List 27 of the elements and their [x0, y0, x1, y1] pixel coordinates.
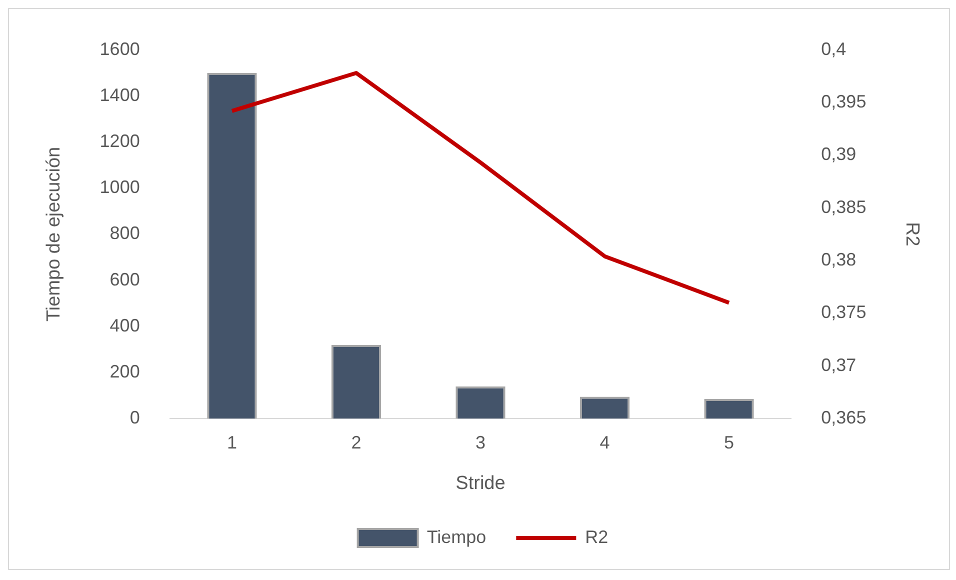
- x-tick-label: 4: [600, 432, 610, 452]
- x-tick-label: 2: [351, 432, 362, 452]
- y-tick-label: 200: [110, 361, 140, 382]
- y2-tick-label: 0,37: [821, 354, 856, 375]
- y2-tick-label: 0,375: [821, 302, 866, 322]
- y2-axis-title: R2: [901, 222, 922, 246]
- x-tick-label: 1: [226, 432, 237, 452]
- y-tick-label: 1400: [100, 84, 140, 105]
- y-axis-title: Tiempo de ejecución: [44, 146, 65, 322]
- y2-tick-label: 0,385: [821, 196, 866, 217]
- y2-tick-label: 0,365: [821, 408, 866, 428]
- y-tick-label: 0: [130, 408, 140, 428]
- legend-label: Tiempo: [426, 526, 486, 547]
- y-tick-label: 600: [110, 269, 140, 290]
- x-axis-title: Stride: [456, 472, 506, 494]
- y2-tick-label: 0,4: [821, 38, 846, 59]
- y-tick-label: 1600: [100, 38, 140, 59]
- x-tick-label: 5: [724, 432, 734, 452]
- y2-tick-label: 0,395: [821, 91, 866, 112]
- y-tick-label: 800: [110, 223, 140, 244]
- y2-tick-label: 0,39: [821, 144, 856, 164]
- y-tick-label: 1200: [100, 130, 140, 151]
- x-tick-label: 3: [475, 432, 486, 452]
- y-tick-label: 400: [110, 315, 140, 336]
- legend-label: R2: [585, 526, 608, 547]
- y2-tick-label: 0,38: [821, 250, 856, 270]
- y-tick-label: 1000: [100, 177, 140, 198]
